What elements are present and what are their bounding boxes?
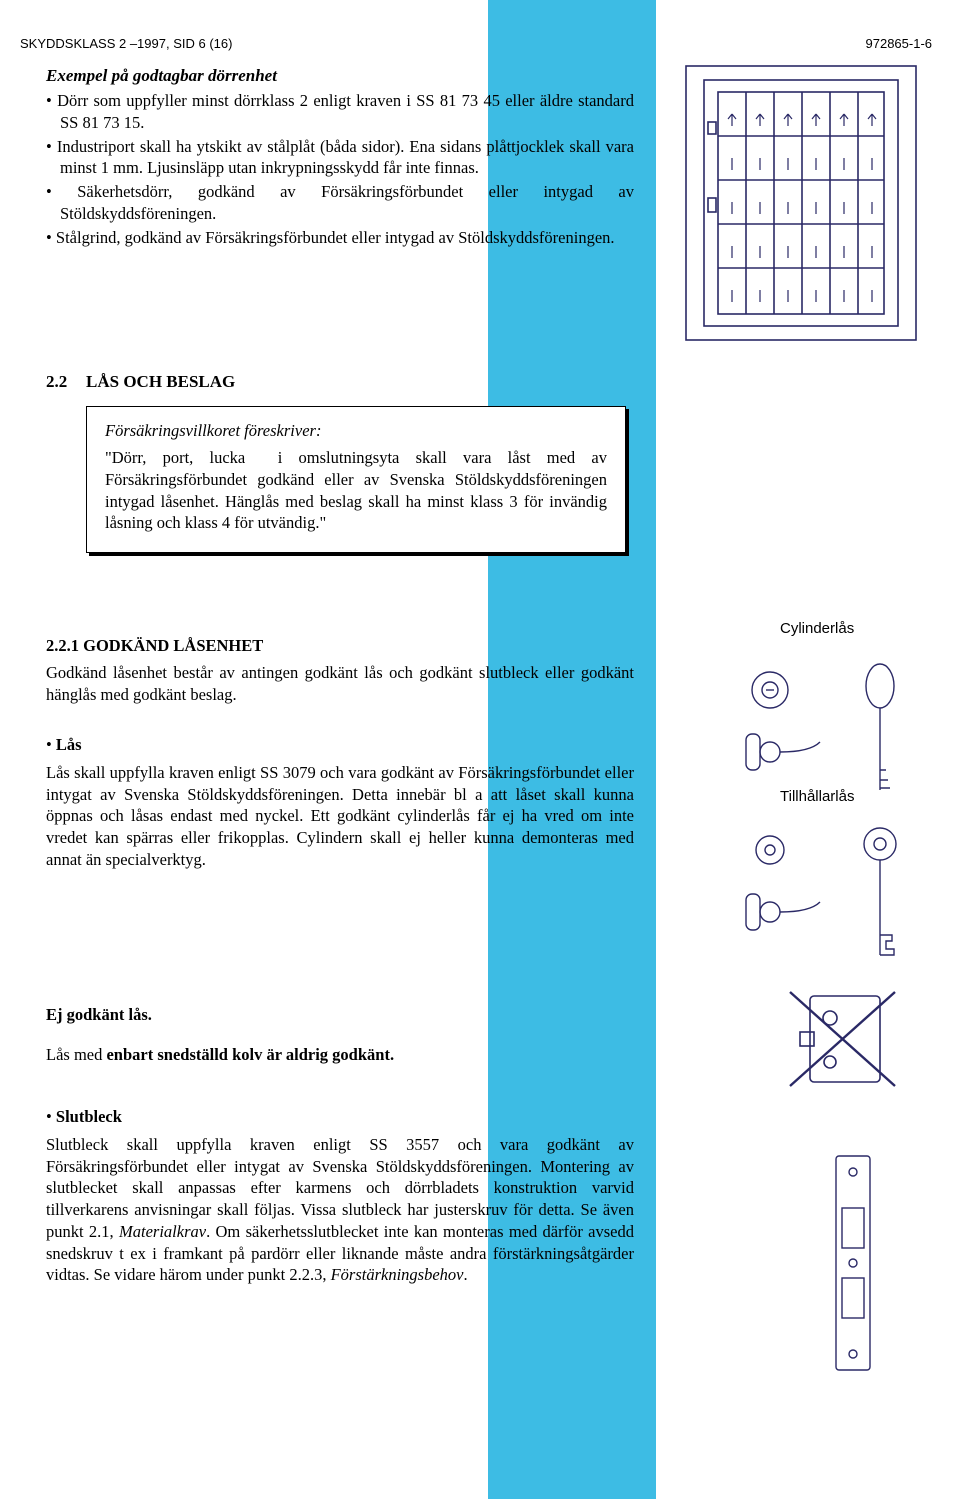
las-bullet: • Lås	[46, 734, 634, 756]
slutbleck-bullet: • Slutbleck	[46, 1106, 634, 1128]
s6-t3: .	[463, 1265, 467, 1284]
section1-title: Exempel på godtagbar dörrenhet	[46, 66, 634, 86]
villkor-text: "Dörr, port, lucka i omslutningsyta skal…	[105, 447, 607, 534]
section6-para: Slutbleck skall uppfylla kraven enligt S…	[46, 1134, 634, 1286]
villkor-box: Försäkringsvillkoret föreskriver: "Dörr,…	[86, 406, 626, 553]
s6-i1: Materialkrav	[119, 1222, 206, 1241]
section-las-beslag: 2.2LÅS OCH BESLAG Försäkringsvillkoret f…	[46, 372, 634, 553]
section3-heading: 2.2.1 GODKÄND LÅSENHET	[46, 636, 634, 656]
bullet-item: Dörr som uppfyller minst dörrklass 2 enl…	[46, 90, 634, 134]
section-ej-godkant: Ej godkänt lås. Lås med enbart snedställ…	[46, 1004, 634, 1066]
section-slutbleck: • Slutbleck Slutbleck skall uppfylla kra…	[46, 1106, 634, 1286]
cylinder-lock-illustration	[730, 660, 930, 800]
cylinder-label: Cylinderlås	[780, 620, 854, 637]
header-right: 972865-1-6	[866, 36, 933, 51]
section1-bullets: Dörr som uppfyller minst dörrklass 2 enl…	[46, 90, 634, 248]
ej-line2a: Lås med	[46, 1045, 106, 1064]
section-exempel: Exempel på godtagbar dörrenhet Dörr som …	[46, 66, 634, 250]
ej-godkant-title: Ej godkänt lås.	[46, 1004, 634, 1026]
slutbleck-label: Slutbleck	[56, 1107, 122, 1126]
section4-text: Lås skall uppfylla kraven enligt SS 3079…	[46, 762, 634, 871]
door-illustration	[676, 58, 926, 348]
tillhallar-label: Tillhållarlås	[780, 788, 854, 805]
section2-title: LÅS OCH BESLAG	[86, 372, 235, 391]
tillhallar-lock-illustration	[730, 820, 930, 970]
section3-text: Godkänd låsenhet består av antingen godk…	[46, 662, 634, 706]
ej-line2b: enbart snedställd kolv är aldrig godkänt…	[106, 1045, 394, 1064]
las-bullet-label: Lås	[56, 735, 82, 754]
rejected-lock-illustration	[780, 984, 910, 1094]
s6-i2: Förstärkningsbehov	[331, 1265, 464, 1284]
bullet-item: Stålgrind, godkänd av Försäkringsförbund…	[46, 227, 634, 249]
ej-godkant-line: Lås med enbart snedställd kolv är aldrig…	[46, 1044, 634, 1066]
bullet-item: Säkerhetsdörr, godkänd av Försäkringsför…	[46, 181, 634, 225]
section-godkand-lasenhet: 2.2.1 GODKÄND LÅSENHET Godkänd låsenhet …	[46, 636, 634, 706]
header-left: SKYDDSKLASS 2 –1997, SID 6 (16)	[20, 36, 232, 51]
villkor-title: Försäkringsvillkoret föreskriver:	[105, 421, 607, 441]
section-las: • Lås Lås skall uppfylla kraven enligt S…	[46, 734, 634, 871]
section2-num: 2.2	[46, 372, 86, 392]
section2-heading: 2.2LÅS OCH BESLAG	[46, 372, 634, 392]
bullet-item: Industriport skall ha ytskikt av stålplå…	[46, 136, 634, 180]
slutbleck-illustration	[808, 1148, 898, 1378]
